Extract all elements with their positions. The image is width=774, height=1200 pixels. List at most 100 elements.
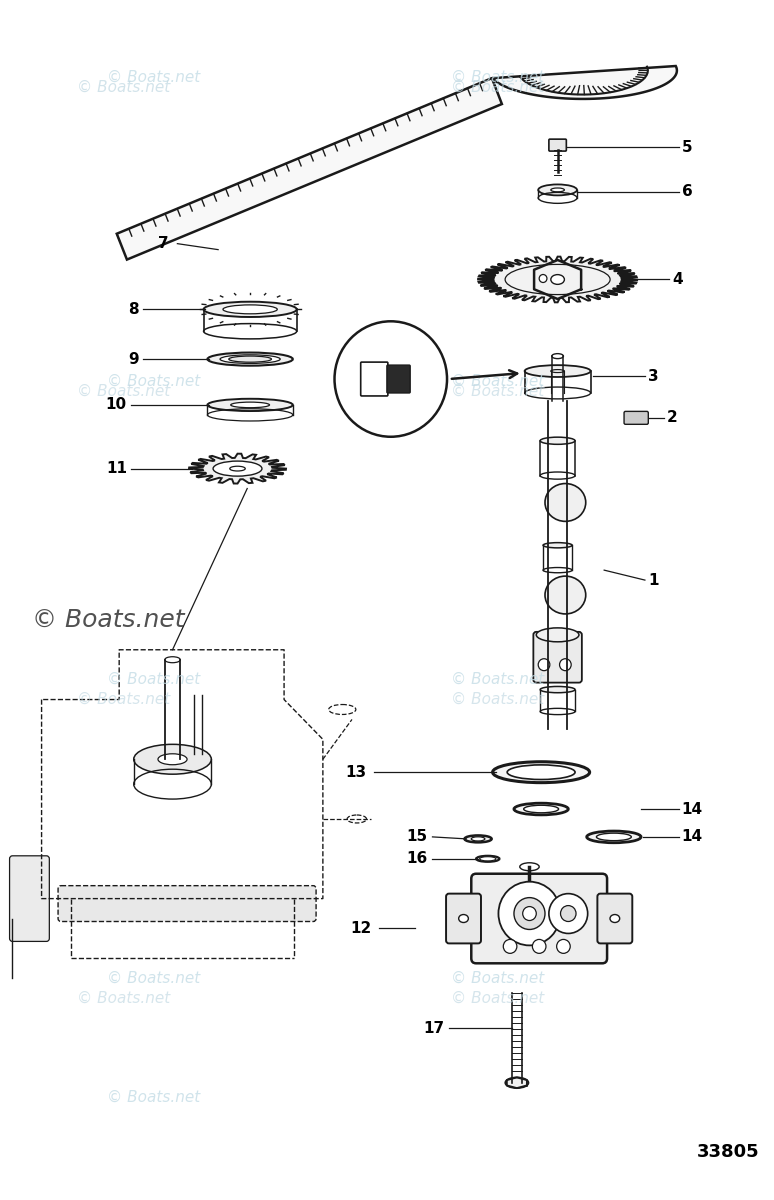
Text: © Boats.net: © Boats.net xyxy=(450,971,544,985)
Text: 15: 15 xyxy=(406,829,427,845)
Ellipse shape xyxy=(543,542,572,548)
Text: 14: 14 xyxy=(682,802,703,816)
Ellipse shape xyxy=(597,833,632,841)
Circle shape xyxy=(533,940,546,953)
Ellipse shape xyxy=(464,835,491,842)
Ellipse shape xyxy=(540,437,575,444)
Text: 1: 1 xyxy=(648,572,659,588)
Ellipse shape xyxy=(207,398,293,412)
Ellipse shape xyxy=(207,353,293,366)
Ellipse shape xyxy=(540,686,575,692)
FancyBboxPatch shape xyxy=(446,894,481,943)
FancyBboxPatch shape xyxy=(361,362,388,396)
Ellipse shape xyxy=(507,764,575,780)
Text: 10: 10 xyxy=(106,397,127,413)
FancyBboxPatch shape xyxy=(549,139,567,151)
Ellipse shape xyxy=(610,914,620,923)
Ellipse shape xyxy=(538,185,577,196)
Ellipse shape xyxy=(476,856,499,862)
Text: © Boats.net: © Boats.net xyxy=(107,373,200,389)
Ellipse shape xyxy=(220,355,280,364)
Ellipse shape xyxy=(134,744,211,774)
Text: 9: 9 xyxy=(128,352,139,367)
Text: © Boats.net: © Boats.net xyxy=(77,692,170,707)
FancyBboxPatch shape xyxy=(387,365,410,392)
Text: © Boats.net: © Boats.net xyxy=(107,1090,200,1105)
Text: © Boats.net: © Boats.net xyxy=(107,971,200,985)
Ellipse shape xyxy=(230,467,245,470)
Ellipse shape xyxy=(229,356,272,362)
FancyBboxPatch shape xyxy=(624,412,649,425)
Circle shape xyxy=(522,906,536,920)
Text: © Boats.net: © Boats.net xyxy=(77,991,170,1006)
Polygon shape xyxy=(478,257,637,302)
Ellipse shape xyxy=(213,461,262,476)
FancyBboxPatch shape xyxy=(598,894,632,943)
Text: 8: 8 xyxy=(128,302,139,317)
Text: 17: 17 xyxy=(423,1020,444,1036)
Text: 4: 4 xyxy=(672,272,683,287)
Ellipse shape xyxy=(480,857,496,860)
Circle shape xyxy=(498,882,560,946)
Circle shape xyxy=(514,898,545,930)
Text: © Boats.net: © Boats.net xyxy=(32,608,184,632)
Ellipse shape xyxy=(223,305,277,314)
Text: 3: 3 xyxy=(648,368,659,384)
Ellipse shape xyxy=(459,914,468,923)
Ellipse shape xyxy=(551,188,564,192)
Text: 7: 7 xyxy=(158,236,169,251)
Circle shape xyxy=(560,906,576,922)
Text: © Boats.net: © Boats.net xyxy=(77,80,170,95)
Circle shape xyxy=(539,275,547,282)
Text: © Boats.net: © Boats.net xyxy=(107,672,200,688)
Ellipse shape xyxy=(536,628,579,642)
Ellipse shape xyxy=(552,354,563,359)
Ellipse shape xyxy=(231,402,269,408)
Circle shape xyxy=(538,659,550,671)
FancyBboxPatch shape xyxy=(471,874,607,964)
Circle shape xyxy=(557,940,570,953)
Text: © Boats.net: © Boats.net xyxy=(107,70,200,85)
Ellipse shape xyxy=(471,836,485,841)
Text: 12: 12 xyxy=(350,920,372,936)
Ellipse shape xyxy=(492,762,590,782)
Polygon shape xyxy=(117,66,677,259)
Circle shape xyxy=(549,894,587,934)
Text: 11: 11 xyxy=(106,461,127,476)
Text: © Boats.net: © Boats.net xyxy=(450,991,544,1006)
Ellipse shape xyxy=(165,656,180,662)
Ellipse shape xyxy=(204,301,296,317)
Ellipse shape xyxy=(545,484,586,521)
Ellipse shape xyxy=(505,1078,529,1088)
Text: 14: 14 xyxy=(682,829,703,845)
Circle shape xyxy=(503,940,517,953)
FancyBboxPatch shape xyxy=(533,632,582,683)
Ellipse shape xyxy=(551,275,564,284)
Text: 6: 6 xyxy=(682,185,693,199)
Text: © Boats.net: © Boats.net xyxy=(450,672,544,688)
FancyBboxPatch shape xyxy=(9,856,50,942)
Text: © Boats.net: © Boats.net xyxy=(450,70,544,85)
Ellipse shape xyxy=(545,576,586,614)
Ellipse shape xyxy=(525,365,591,377)
Text: 33805: 33805 xyxy=(697,1144,760,1162)
Text: © Boats.net: © Boats.net xyxy=(450,373,544,389)
Text: © Boats.net: © Boats.net xyxy=(450,384,544,398)
Text: 13: 13 xyxy=(345,764,367,780)
Ellipse shape xyxy=(158,754,187,764)
Text: 16: 16 xyxy=(406,851,427,866)
Text: © Boats.net: © Boats.net xyxy=(450,80,544,95)
Polygon shape xyxy=(189,454,286,484)
FancyBboxPatch shape xyxy=(58,886,316,922)
Text: 2: 2 xyxy=(667,410,678,425)
Ellipse shape xyxy=(524,805,559,812)
Circle shape xyxy=(560,659,571,671)
Ellipse shape xyxy=(551,370,564,372)
Text: © Boats.net: © Boats.net xyxy=(77,384,170,398)
Ellipse shape xyxy=(587,832,641,842)
Ellipse shape xyxy=(520,863,539,871)
Text: 5: 5 xyxy=(682,139,693,155)
Text: © Boats.net: © Boats.net xyxy=(450,692,544,707)
Circle shape xyxy=(334,322,447,437)
Ellipse shape xyxy=(514,803,568,815)
